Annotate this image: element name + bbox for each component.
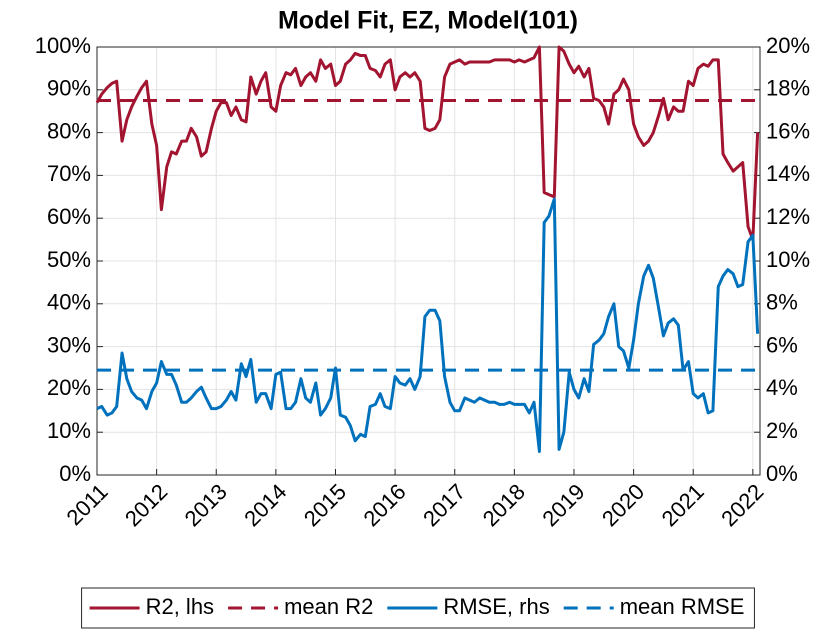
y2-tick-label: 16% bbox=[766, 118, 810, 143]
chart-title: Model Fit, EZ, Model(101) bbox=[278, 7, 578, 35]
x-tick-label: 2019 bbox=[537, 479, 589, 531]
x-tick-label: 2021 bbox=[657, 479, 709, 531]
x-tick-label: 2011 bbox=[62, 479, 113, 530]
y2-tick-label: 10% bbox=[766, 247, 810, 272]
y2-tick-label: 20% bbox=[766, 33, 810, 58]
y2-tick-label: 4% bbox=[766, 375, 798, 400]
y-tick-label: 80% bbox=[47, 118, 91, 143]
legend-label: mean RMSE bbox=[620, 594, 745, 619]
y2-tick-label: 6% bbox=[766, 332, 798, 357]
legend: R2, lhs mean R2 RMSE, rhs mean RMSE bbox=[81, 587, 755, 629]
y-tick-label: 50% bbox=[47, 247, 91, 272]
y2-tick-label: 12% bbox=[766, 204, 810, 229]
y2-tick-label: 2% bbox=[766, 418, 798, 443]
data-line bbox=[95, 45, 760, 242]
y-tick-label: 70% bbox=[47, 161, 91, 186]
data-line bbox=[96, 197, 760, 453]
x-tick-label: 2017 bbox=[418, 479, 470, 531]
y2-tick-label: 0% bbox=[766, 461, 798, 486]
x-tick-label: 2015 bbox=[299, 479, 351, 531]
legend-label: mean R2 bbox=[284, 594, 373, 619]
y2-tick-label: 8% bbox=[766, 290, 798, 315]
y-tick-label: 40% bbox=[47, 290, 91, 315]
x-tick-label: 2014 bbox=[239, 479, 291, 531]
y-tick-label: 100% bbox=[35, 33, 91, 58]
y-tick-label: 10% bbox=[47, 418, 91, 443]
y-tick-label: 20% bbox=[47, 375, 91, 400]
x-tick-label: 2020 bbox=[597, 479, 649, 531]
legend-label: RMSE, rhs bbox=[443, 594, 549, 619]
x-tick-label: 2016 bbox=[358, 479, 410, 531]
y2-tick-label: 14% bbox=[766, 161, 810, 186]
x-tick-label: 2022 bbox=[716, 479, 768, 531]
y2-tick-label: 18% bbox=[766, 76, 810, 101]
x-tick-label: 2018 bbox=[478, 479, 530, 531]
x-tick-label: 2012 bbox=[120, 479, 172, 531]
y-tick-label: 90% bbox=[47, 76, 91, 101]
x-tick-label: 2013 bbox=[180, 479, 232, 531]
y-tick-label: 0% bbox=[59, 461, 91, 486]
legend-label: R2, lhs bbox=[146, 594, 214, 619]
y-tick-label: 60% bbox=[47, 204, 91, 229]
y-tick-label: 30% bbox=[47, 332, 91, 357]
